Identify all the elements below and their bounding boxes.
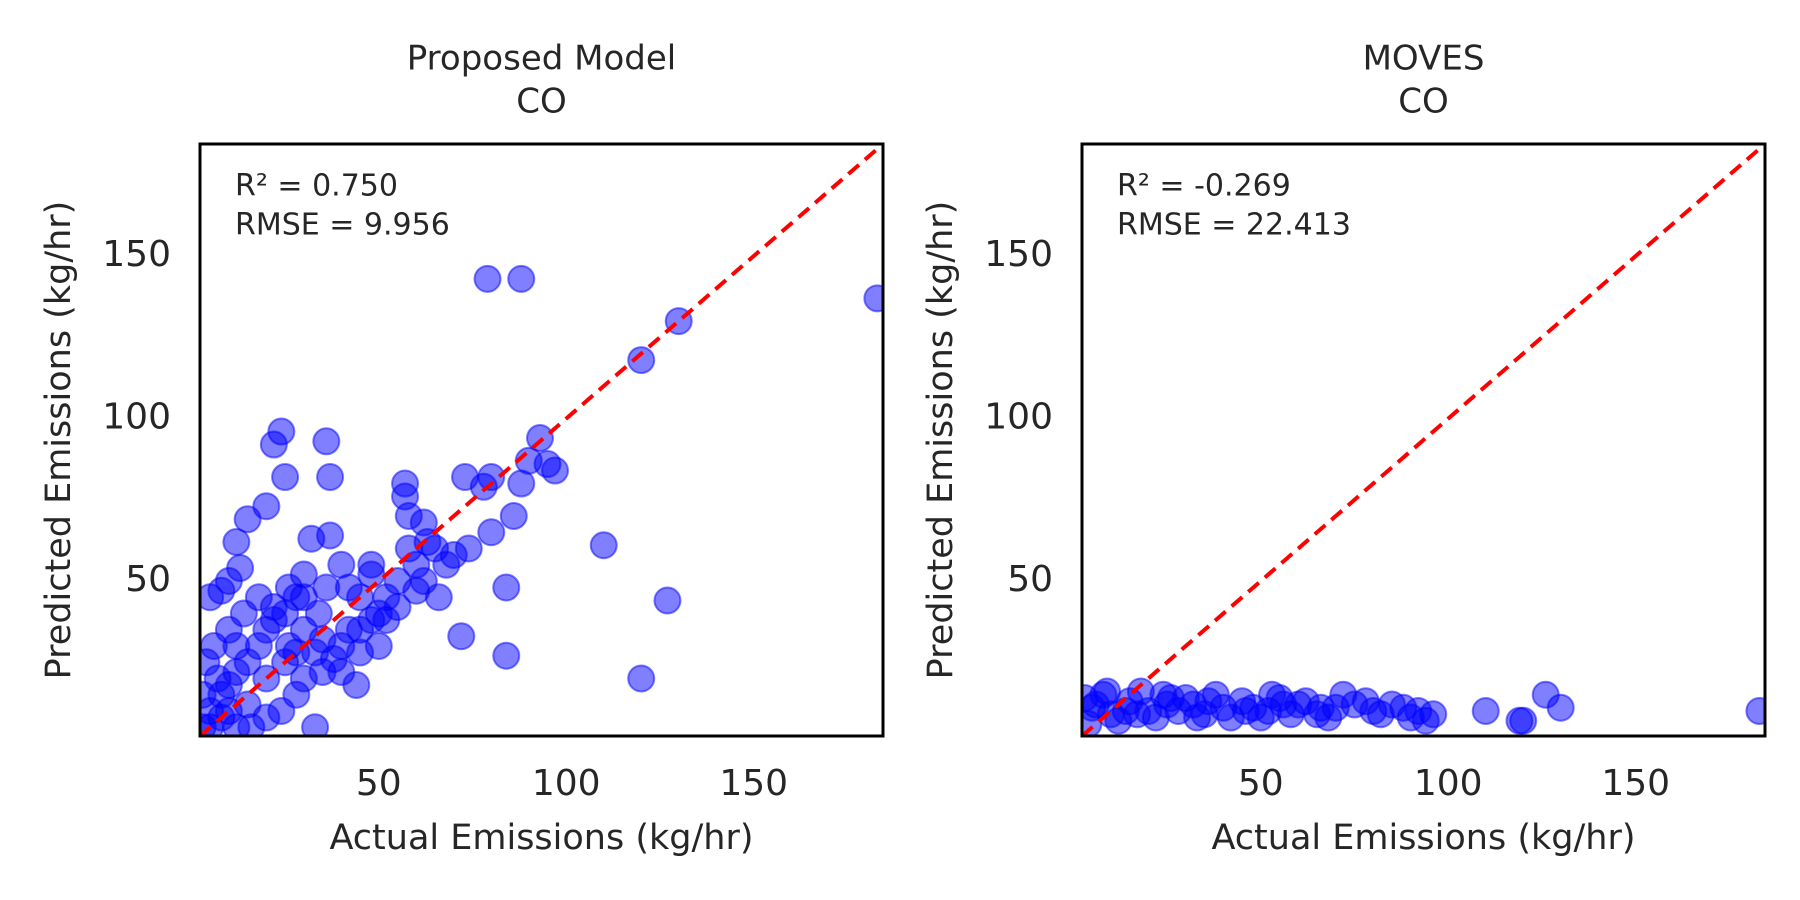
point: [439, 541, 468, 570]
x-tick-label: 50: [1238, 763, 1284, 804]
point: [507, 469, 536, 498]
point: [589, 531, 618, 560]
point: [451, 463, 480, 492]
point: [402, 576, 431, 605]
point: [316, 521, 345, 550]
point: [492, 573, 521, 602]
plot-area: [1082, 144, 1765, 736]
y-axis-label: Predicted Emissions (kg/hr): [921, 201, 961, 680]
point: [477, 518, 506, 547]
point: [507, 264, 536, 293]
point: [1340, 690, 1369, 719]
chart-title: Proposed Model: [407, 39, 676, 79]
point: [1471, 696, 1500, 725]
point: [222, 528, 251, 557]
point: [1231, 696, 1260, 725]
y-tick-label: 100: [102, 397, 171, 438]
chart-subtitle: CO: [516, 82, 567, 122]
point: [327, 550, 356, 579]
point: [207, 576, 236, 605]
point: [394, 534, 423, 563]
x-tick-label: 100: [532, 763, 601, 804]
identity-line: [1082, 144, 1765, 736]
point: [200, 680, 217, 709]
point: [357, 550, 386, 579]
y-tick-label: 100: [984, 397, 1053, 438]
identity-line: [200, 144, 883, 736]
x-tick-label: 50: [356, 763, 402, 804]
point: [1269, 690, 1298, 719]
plot-frame: [1080, 142, 1767, 738]
x-axis-label: Actual Emissions (kg/hr): [329, 818, 753, 858]
point: [233, 505, 262, 534]
point: [1745, 696, 1765, 725]
point: [312, 427, 341, 456]
point: [346, 615, 375, 644]
point: [301, 713, 330, 736]
chart-title: MOVES: [1363, 39, 1485, 79]
point: [1306, 693, 1335, 722]
point: [1531, 680, 1560, 709]
point: [653, 586, 682, 615]
point: [222, 631, 251, 660]
chart-subtitle: CO: [1398, 82, 1449, 122]
point: [364, 631, 393, 660]
y-tick-label: 50: [125, 559, 171, 600]
point: [447, 622, 476, 651]
x-tick-label: 100: [1414, 763, 1483, 804]
annotation: R² = -0.269: [1117, 169, 1291, 204]
point: [1183, 703, 1212, 732]
y-tick-label: 50: [1007, 559, 1053, 600]
x-tick-label: 150: [719, 763, 788, 804]
point: [473, 264, 502, 293]
point: [1123, 700, 1152, 729]
x-axis-label: Actual Emissions (kg/hr): [1211, 818, 1635, 858]
point: [627, 664, 656, 693]
point: [274, 573, 303, 602]
point: [271, 463, 300, 492]
point: [492, 641, 521, 670]
point: [533, 450, 562, 479]
point: [1389, 693, 1418, 722]
y-tick-label: 150: [102, 234, 171, 275]
y-axis-label: Predicted Emissions (kg/hr): [39, 201, 79, 680]
point: [327, 657, 356, 686]
plot-area: [200, 144, 883, 736]
point: [863, 284, 883, 313]
point: [1093, 677, 1122, 706]
y-tick-label: 150: [984, 234, 1053, 275]
annotation: RMSE = 9.956: [235, 208, 450, 243]
point: [259, 430, 288, 459]
point: [372, 606, 401, 635]
point: [316, 463, 345, 492]
annotation: R² = 0.750: [235, 169, 398, 204]
point: [1149, 680, 1178, 709]
annotation: RMSE = 22.413: [1117, 208, 1351, 243]
point: [259, 593, 288, 622]
plot-frame: [198, 142, 885, 738]
point: [499, 502, 528, 531]
point: [222, 713, 251, 736]
x-tick-label: 150: [1601, 763, 1670, 804]
point: [627, 346, 656, 375]
point: [1505, 706, 1534, 735]
point: [1411, 706, 1440, 735]
